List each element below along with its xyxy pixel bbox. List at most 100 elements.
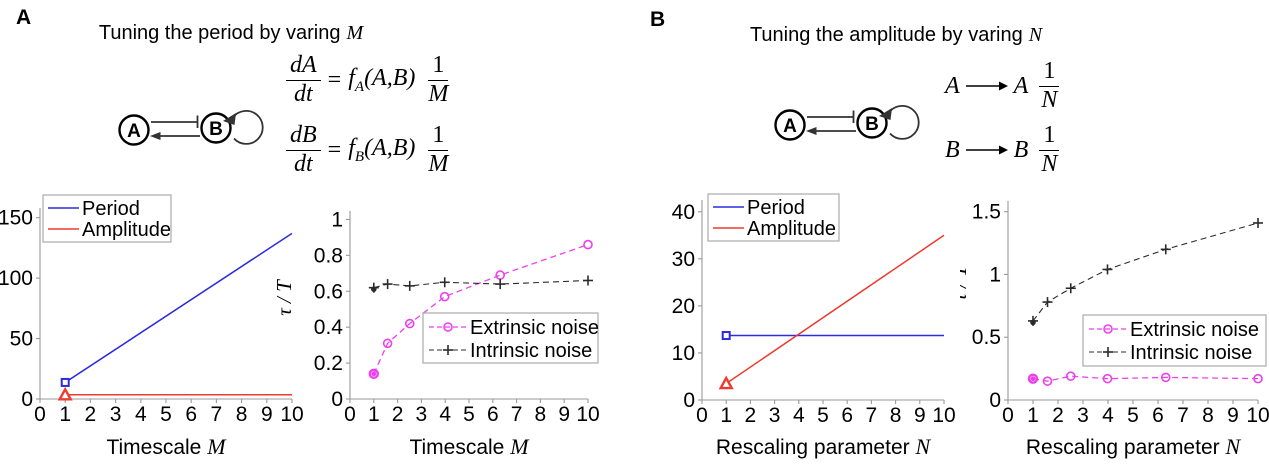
eq-rhs: B bbox=[1013, 137, 1029, 164]
svg-text:Amplitude: Amplitude bbox=[747, 218, 836, 240]
repression-arrow-icon bbox=[151, 115, 199, 128]
node-b-letter: B bbox=[865, 114, 879, 135]
svg-text:9: 9 bbox=[261, 403, 273, 426]
svg-text:Extrinsic noise: Extrinsic noise bbox=[470, 317, 599, 339]
svg-text:4: 4 bbox=[1102, 404, 1114, 427]
panel-b-title-text: Tuning the amplitude by varing bbox=[749, 24, 1023, 46]
eq-scale-num: 1 bbox=[1039, 122, 1060, 151]
axes bbox=[1004, 201, 1259, 404]
right-arrow-icon bbox=[965, 145, 1008, 155]
series-amplitude bbox=[718, 234, 945, 390]
svg-text:0.5: 0.5 bbox=[972, 326, 1001, 349]
activation-arrow-icon bbox=[150, 132, 200, 140]
svg-text:Intrinsic noise: Intrinsic noise bbox=[470, 340, 592, 362]
svg-text:0.2: 0.2 bbox=[314, 352, 343, 375]
svg-text:10: 10 bbox=[672, 342, 695, 365]
eq-scale-num: 1 bbox=[428, 52, 449, 81]
svg-text:0: 0 bbox=[34, 403, 46, 426]
svg-text:5: 5 bbox=[463, 403, 475, 426]
node-b-circle bbox=[200, 112, 232, 144]
axes bbox=[346, 211, 589, 403]
axes bbox=[698, 200, 945, 404]
panel-a-label: A bbox=[16, 6, 32, 29]
eq-numerator: dB bbox=[286, 122, 321, 151]
svg-text:Intrinsic noise: Intrinsic noise bbox=[1130, 342, 1252, 364]
svg-text:8: 8 bbox=[1202, 404, 1214, 427]
svg-text:5: 5 bbox=[160, 403, 172, 426]
svg-text:8: 8 bbox=[535, 403, 547, 426]
svg-text:40: 40 bbox=[672, 201, 695, 224]
eq-scale-num: 1 bbox=[1039, 58, 1060, 87]
svg-text:5: 5 bbox=[1127, 404, 1139, 427]
svg-text:4: 4 bbox=[135, 403, 147, 426]
svg-text:50: 50 bbox=[10, 328, 33, 351]
svg-text:1: 1 bbox=[989, 263, 1001, 286]
axes bbox=[36, 208, 293, 403]
x-axis-label: Rescaling parameter N bbox=[1026, 434, 1242, 459]
series-extrinsic-noise bbox=[368, 239, 593, 380]
x-axis-label: Rescaling parameter N bbox=[716, 434, 932, 459]
series-period bbox=[721, 331, 944, 341]
node-a-letter: A bbox=[127, 121, 141, 142]
svg-text:6: 6 bbox=[1152, 404, 1164, 427]
eq-lhs: A bbox=[945, 72, 960, 99]
svg-text:6: 6 bbox=[841, 404, 853, 427]
node-a-circle bbox=[118, 114, 150, 146]
svg-text:4: 4 bbox=[439, 403, 451, 426]
equals-sign: = bbox=[327, 137, 342, 164]
svg-text:0.4: 0.4 bbox=[314, 316, 344, 339]
svg-text:10: 10 bbox=[576, 403, 599, 426]
svg-text:7: 7 bbox=[1177, 404, 1189, 427]
svg-text:0: 0 bbox=[683, 389, 695, 412]
node-a-letter: A bbox=[783, 116, 797, 137]
svg-text:30: 30 bbox=[672, 248, 695, 271]
svg-text:0: 0 bbox=[344, 403, 356, 426]
eq-scale-den: N bbox=[1041, 150, 1058, 177]
svg-text:100: 100 bbox=[0, 267, 33, 290]
repression-arrow-icon bbox=[807, 110, 855, 123]
node-b-circle bbox=[856, 107, 888, 139]
series-period bbox=[60, 232, 293, 387]
y-axis-label: τ / T bbox=[960, 264, 971, 301]
panel-b-label: B bbox=[650, 8, 666, 31]
svg-text:10: 10 bbox=[932, 404, 955, 427]
x-axis-label: Timescale M bbox=[106, 434, 227, 459]
right-arrow-icon bbox=[965, 81, 1008, 91]
svg-text:3: 3 bbox=[110, 403, 122, 426]
svg-text:1: 1 bbox=[59, 403, 71, 426]
svg-text:1: 1 bbox=[1027, 404, 1039, 427]
svg-text:1: 1 bbox=[368, 403, 380, 426]
svg-text:7: 7 bbox=[511, 403, 523, 426]
panel-a-title-text: Tuning the period by varing bbox=[98, 22, 341, 44]
svg-text:2: 2 bbox=[85, 403, 97, 426]
series-extrinsic-noise bbox=[1027, 371, 1263, 386]
svg-text:7: 7 bbox=[866, 404, 878, 427]
panel-a-reaction-motif-diagram: A B bbox=[118, 110, 264, 146]
eq-denominator: dt bbox=[294, 80, 313, 107]
svg-text:2: 2 bbox=[745, 404, 757, 427]
eq-scale-den: M bbox=[428, 150, 449, 177]
svg-text:9: 9 bbox=[1227, 404, 1239, 427]
svg-text:0: 0 bbox=[21, 388, 33, 411]
svg-text:20: 20 bbox=[672, 295, 695, 318]
eq-lhs: B bbox=[945, 137, 960, 164]
self-loop-arrow-icon bbox=[879, 105, 920, 140]
svg-text:0: 0 bbox=[989, 389, 1001, 412]
panel-b-reaction-motif-diagram: A B bbox=[774, 105, 920, 141]
eq-function-term: fA(A,B) bbox=[348, 64, 416, 95]
equals-sign: = bbox=[327, 66, 342, 93]
svg-text:150: 150 bbox=[0, 207, 33, 230]
svg-text:3: 3 bbox=[769, 404, 781, 427]
eq-rhs: A bbox=[1013, 72, 1029, 99]
x-axis-label: Timescale M bbox=[409, 434, 530, 459]
